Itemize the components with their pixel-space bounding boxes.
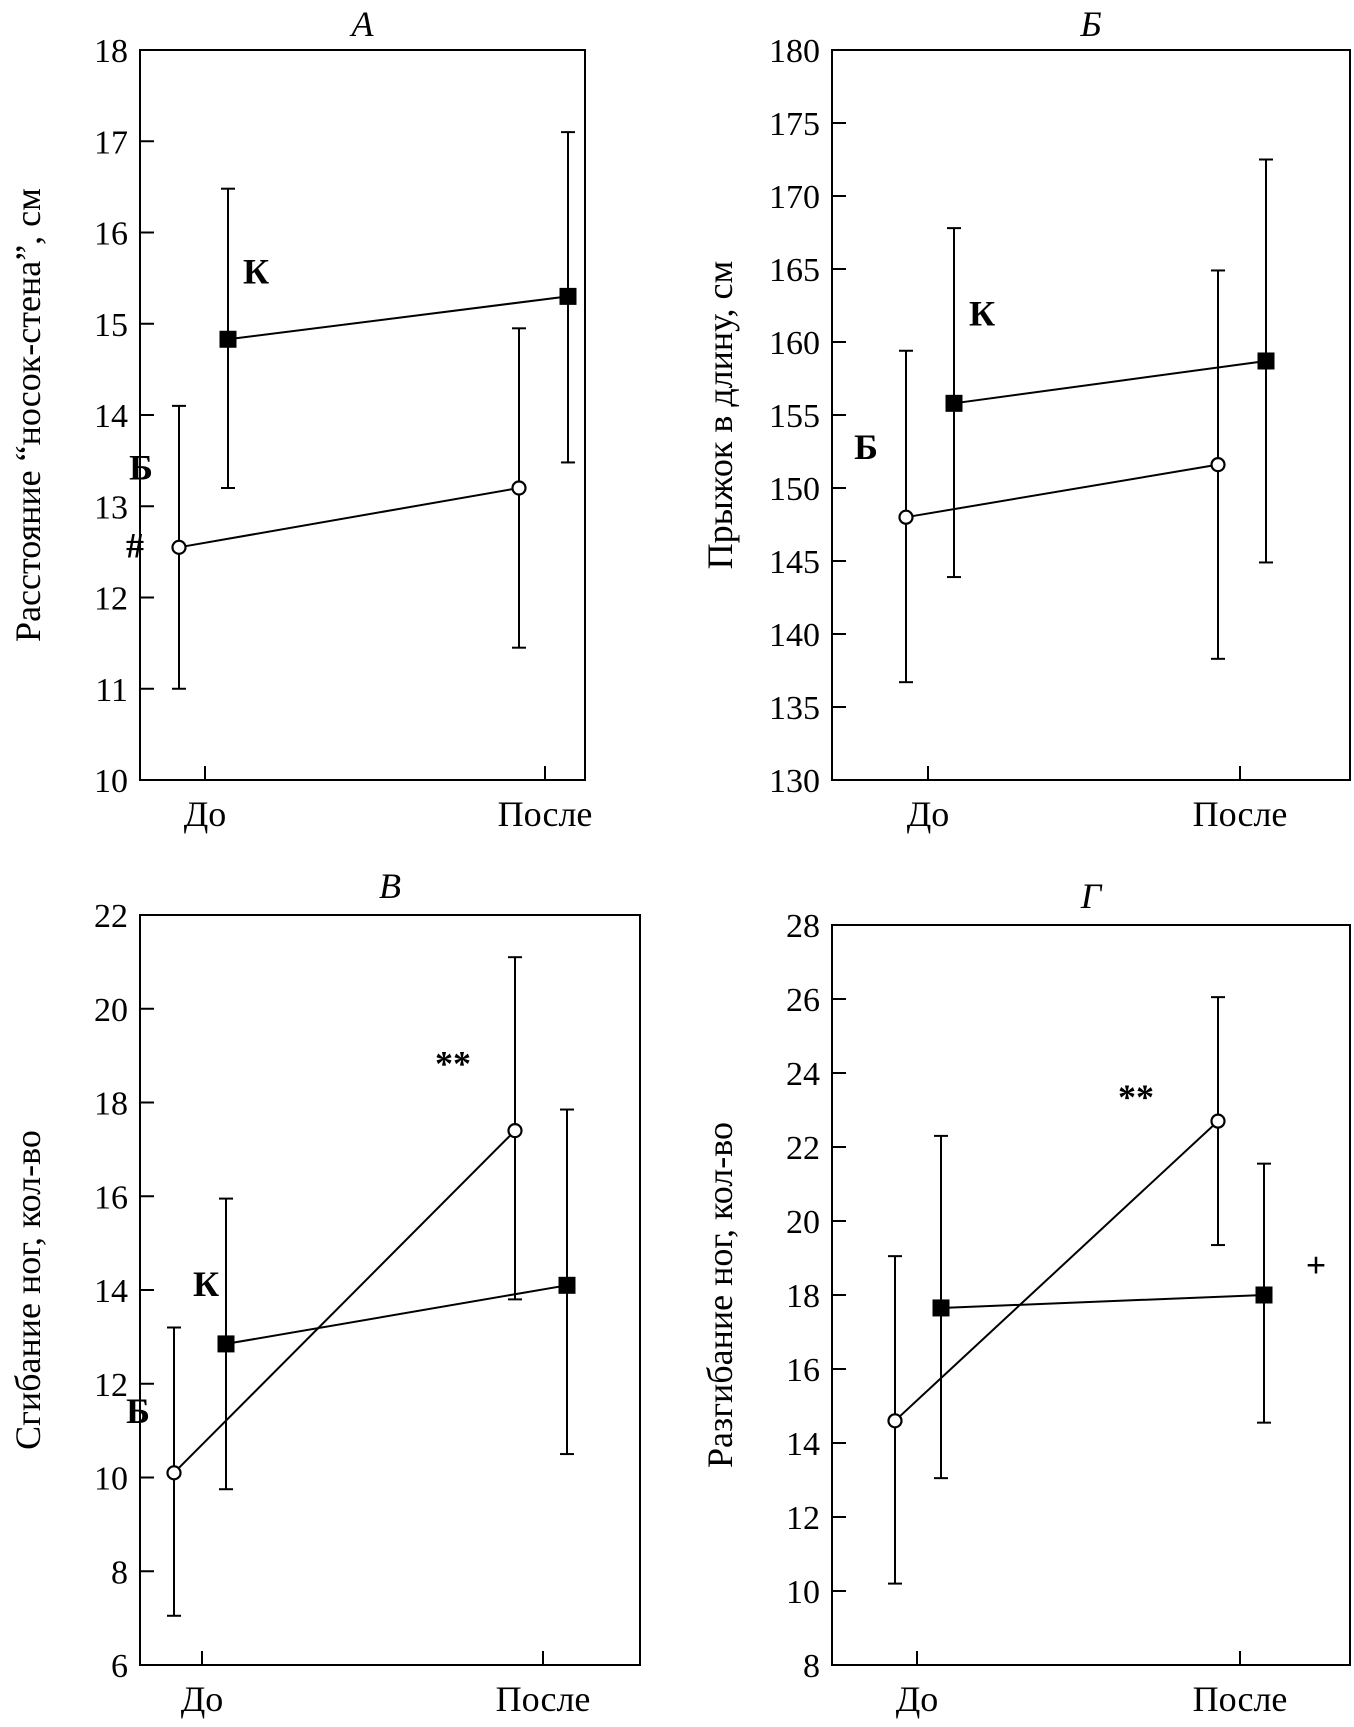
y-tick-label: 24 bbox=[786, 1056, 820, 1093]
y-tick-label: 12 bbox=[786, 1500, 820, 1537]
series-line-k bbox=[227, 295, 569, 341]
y-tick-label: 16 bbox=[94, 216, 128, 253]
y-tick-label: 11 bbox=[95, 672, 128, 709]
panel-title: Б bbox=[1079, 4, 1101, 44]
y-tick-label: 135 bbox=[769, 690, 820, 727]
y-tick-label: 8 bbox=[111, 1554, 128, 1591]
series-line-b bbox=[173, 1129, 516, 1474]
y-axis-label: Расстояние “носок-стена”, см bbox=[8, 188, 48, 642]
data-point-square bbox=[1257, 352, 1275, 370]
annotation-label: ** bbox=[435, 1044, 471, 1084]
y-tick-label: 14 bbox=[94, 1273, 128, 1310]
data-point-square bbox=[558, 1276, 576, 1294]
y-tick-label: 10 bbox=[786, 1574, 820, 1611]
series-line-b bbox=[894, 1120, 1219, 1422]
y-tick-label: 18 bbox=[94, 1086, 128, 1123]
series-line-b bbox=[905, 463, 1219, 519]
y-tick-label: 17 bbox=[94, 124, 128, 161]
data-point-square bbox=[559, 287, 577, 305]
y-tick-label: 18 bbox=[786, 1278, 820, 1315]
y-tick-label: 175 bbox=[769, 106, 820, 143]
x-tick-label: После bbox=[496, 1679, 591, 1719]
y-tick-label: 10 bbox=[94, 763, 128, 800]
panel-4: Г 8 10 12 14 16 18 20 22 24 26 28 До После Разгибание … bbox=[700, 876, 1351, 1719]
data-point-square bbox=[217, 1335, 235, 1353]
x-tick-label: До bbox=[907, 794, 950, 834]
y-tick-label: 22 bbox=[94, 898, 128, 935]
data-point-circle bbox=[887, 1413, 903, 1429]
y-tick-label: 16 bbox=[94, 1179, 128, 1216]
y-tick-label: 160 bbox=[769, 325, 820, 362]
x-tick-label: После bbox=[1193, 794, 1288, 834]
y-tick-label: 14 bbox=[786, 1426, 820, 1463]
series-line-k bbox=[953, 359, 1267, 405]
data-point-circle bbox=[1210, 457, 1226, 473]
y-tick-label: 22 bbox=[786, 1130, 820, 1167]
y-tick-label: 26 bbox=[786, 982, 820, 1019]
annotation-label: + bbox=[1306, 1245, 1327, 1285]
annotation-label: К bbox=[193, 1264, 219, 1304]
panel-title: Г bbox=[1080, 876, 1103, 916]
y-tick-label: 8 bbox=[803, 1648, 820, 1685]
x-tick-label: До bbox=[184, 794, 227, 834]
y-tick-label: 145 bbox=[769, 544, 820, 581]
annotation-label: К bbox=[243, 251, 269, 291]
y-axis-label: Сгибание ног, кол-во bbox=[8, 1130, 48, 1450]
panel-title: А bbox=[350, 4, 375, 44]
data-point-square bbox=[219, 330, 237, 348]
y-tick-label: 170 bbox=[769, 179, 820, 216]
panel-3: В 6 8 10 12 14 16 18 20 22 До После Сгибание ног, ко… bbox=[8, 866, 641, 1719]
y-tick-label: 180 bbox=[769, 33, 820, 70]
series-line-k bbox=[940, 1294, 1265, 1309]
y-tick-label: 15 bbox=[94, 307, 128, 344]
data-point-circle bbox=[166, 1465, 182, 1481]
data-point-circle bbox=[898, 509, 914, 525]
annotation-label: К bbox=[969, 293, 995, 333]
y-tick-label: 12 bbox=[94, 1367, 128, 1404]
y-tick-label: 150 bbox=[769, 471, 820, 508]
panel-title: В bbox=[379, 866, 401, 906]
y-tick-label: 155 bbox=[769, 398, 820, 435]
y-tick-label: 10 bbox=[94, 1461, 128, 1498]
data-point-circle bbox=[507, 1123, 523, 1139]
y-tick-label: 20 bbox=[94, 992, 128, 1029]
y-tick-label: 140 bbox=[769, 617, 820, 654]
x-tick-label: До bbox=[896, 1679, 939, 1719]
annotation-label: Б bbox=[129, 447, 153, 487]
y-tick-label: 130 bbox=[769, 763, 820, 800]
data-point-circle bbox=[171, 539, 187, 555]
y-tick-label: 20 bbox=[786, 1204, 820, 1241]
panel-1: А 10 11 12 13 14 15 16 17 18 До После Расстояние “но… bbox=[8, 4, 592, 834]
data-point-square bbox=[945, 394, 963, 412]
x-tick-label: После bbox=[498, 794, 593, 834]
annotation-label: Б bbox=[854, 427, 878, 467]
annotation-label: # bbox=[126, 525, 144, 565]
y-tick-label: 16 bbox=[786, 1352, 820, 1389]
x-tick-label: После bbox=[1193, 1679, 1288, 1719]
data-point-square bbox=[932, 1299, 950, 1317]
y-axis-label: Разгибание ног, кол-во bbox=[700, 1122, 740, 1468]
annotation-label: ** bbox=[1118, 1077, 1154, 1117]
data-point-circle bbox=[511, 480, 527, 496]
y-axis-label: Прыжок в длину, см bbox=[700, 261, 740, 570]
y-tick-label: 18 bbox=[94, 33, 128, 70]
y-tick-label: 12 bbox=[94, 581, 128, 618]
series-line-k bbox=[225, 1284, 568, 1345]
x-tick-label: До bbox=[181, 1679, 224, 1719]
annotation-label: Б bbox=[126, 1391, 150, 1431]
y-tick-label: 28 bbox=[786, 908, 820, 945]
data-point-circle bbox=[1210, 1113, 1226, 1129]
series-line-b bbox=[178, 487, 520, 549]
y-tick-label: 6 bbox=[111, 1648, 128, 1685]
y-tick-label: 14 bbox=[94, 398, 128, 435]
data-point-square bbox=[1255, 1286, 1273, 1304]
y-tick-label: 165 bbox=[769, 252, 820, 289]
panel-2: Б 130 135 140 145 150 155 160 165 170 175 180 До Посл… bbox=[700, 4, 1351, 834]
y-tick-label: 13 bbox=[94, 489, 128, 526]
